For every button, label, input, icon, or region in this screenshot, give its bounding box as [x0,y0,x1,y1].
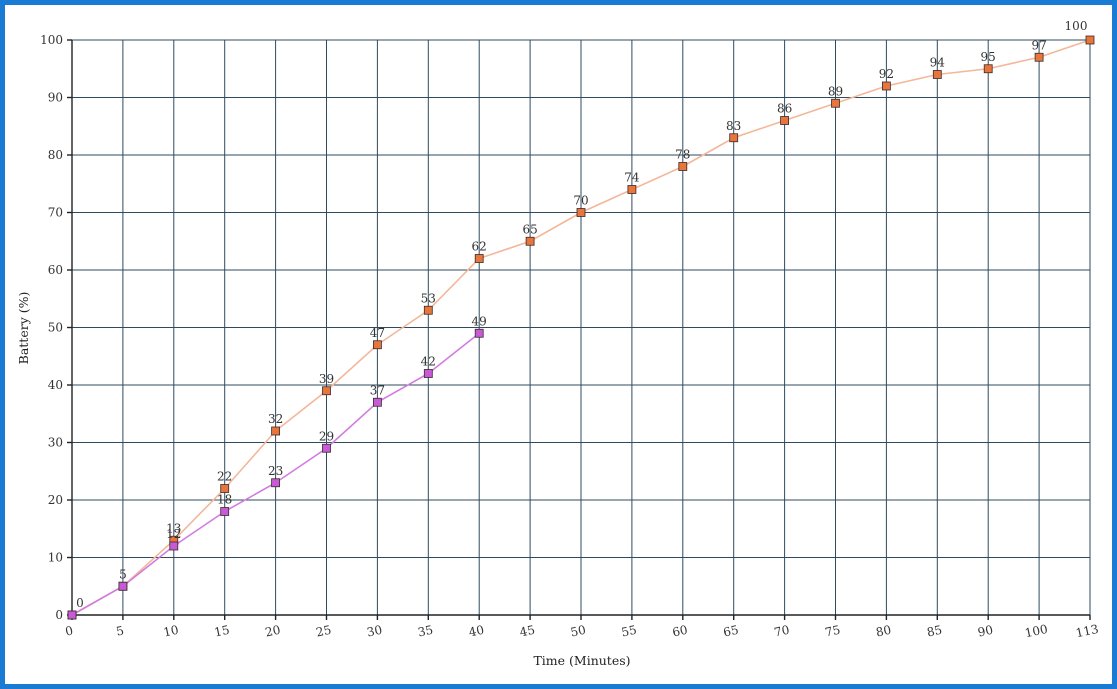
y-tick-label: 90 [48,91,63,105]
data-label-series-1: 83 [726,119,741,133]
y-tick-label: 80 [48,148,63,162]
axes [67,39,1091,620]
y-tick-label: 60 [48,263,63,277]
data-label-series-1: 13 [166,521,181,535]
data-point-series-2 [169,541,179,551]
data-label-series-1: 70 [573,194,588,208]
x-tick-label: 45 [518,623,536,640]
data-label-series-1: 0 [76,596,84,610]
y-tick-label: 10 [48,551,63,565]
data-label-series-2: 18 [217,493,232,507]
data-labels: 0 5 13 22 32 39 47 53 62 65 70 74 78 83 86 89 92 94 95 97 10… [76,19,1087,610]
data-point-series-1 [780,116,789,125]
data-label-series-2: 29 [319,429,334,443]
data-label-series-1: 97 [1031,38,1046,52]
data-label-series-1: 22 [217,470,232,484]
data-point-series-1 [423,305,433,315]
x-tick-label: 75 [824,623,842,640]
x-tick-label: 55 [620,623,638,640]
y-tick-label: 30 [48,436,63,450]
x-tick-label: 65 [722,623,740,640]
y-axis-title: Battery (%) [16,292,31,365]
x-tick-label: 15 [213,623,231,640]
x-tick-label: 85 [926,623,944,640]
x-tick-label: 20 [264,623,282,640]
data-point-series-1 [831,98,840,108]
data-label-series-1: 78 [675,148,690,162]
data-point-series-1 [576,208,586,217]
data-point-series-2 [220,507,230,516]
x-tick-label: 35 [417,623,435,640]
data-point-series-1 [322,386,331,396]
data-point-series-2 [372,397,382,407]
x-tick-label: 113 [1075,622,1100,640]
data-point-series-2 [474,328,484,338]
data-point-series-1 [627,185,637,194]
data-label-series-1: 74 [624,171,640,185]
data-point-series-2 [423,369,433,378]
series [67,35,1095,620]
x-tick-label: 90 [976,623,994,640]
y-tick-label: 40 [48,378,63,392]
data-label-series-1: 95 [981,50,996,64]
data-point-series-1 [220,484,230,493]
data-point-series-1 [271,426,281,436]
data-label-series-1: 53 [421,291,436,305]
data-label-series-2: 37 [370,383,385,397]
x-tick-label: 40 [467,623,485,640]
x-tick-label: 70 [773,623,791,640]
data-label-series-1: 39 [319,372,334,386]
data-label-series-2: 49 [472,314,487,328]
x-tick-label: 10 [162,623,180,640]
data-label-series-1: 92 [879,67,894,81]
data-label-series-1: 94 [930,56,946,70]
grid [71,39,1091,616]
data-point-series-1 [983,64,993,74]
y-tick-label: 100 [40,33,63,47]
data-label-series-1: 86 [777,102,792,116]
data-point-series-1 [1085,35,1095,45]
data-label-series-1: 62 [472,240,487,254]
data-label-series-1: 65 [522,222,537,236]
data-point-series-2 [271,478,281,488]
y-tick-label: 70 [48,206,63,220]
data-point-series-1 [678,162,688,171]
data-label-series-2: 42 [421,355,436,369]
data-point-series-1 [729,133,739,143]
tick-labels: 0 5 10 15 20 25 30 35 40 45 50 55 60 65 70 75 80 85 90 100 1… [40,33,1100,640]
data-label-series-2: 23 [268,464,283,478]
data-label-series-1: 100 [1065,19,1088,33]
y-tick-label: 0 [55,608,63,622]
data-label-series-1: 89 [828,84,843,98]
x-tick-label: 100 [1024,622,1049,640]
x-tick-label: 50 [569,623,587,640]
data-label-series-1: 5 [119,567,127,581]
data-point-series-1 [474,254,484,263]
x-tick-label: 30 [366,623,384,640]
y-tick-label: 20 [48,493,63,507]
y-tick-label: 50 [48,321,63,335]
data-point-series-1 [1034,52,1044,62]
data-point-series-1 [372,340,382,350]
data-point-series-1 [932,70,942,79]
data-label-series-1: 47 [370,326,385,340]
x-tick-label: 0 [64,623,74,638]
data-point-series-2 [67,610,77,620]
x-tick-label: 5 [115,623,125,638]
data-point-series-2 [118,581,128,591]
data-point-series-2 [322,443,331,453]
x-tick-label: 80 [875,623,893,640]
x-axis-title: Time (Minutes) [533,653,630,668]
data-label-series-1: 32 [268,412,283,426]
x-tick-label: 60 [671,623,689,640]
data-label-series-2: 12 [166,527,181,541]
data-point-series-1 [882,81,891,91]
x-tick-label: 25 [315,623,333,640]
data-point-series-1 [525,236,535,246]
